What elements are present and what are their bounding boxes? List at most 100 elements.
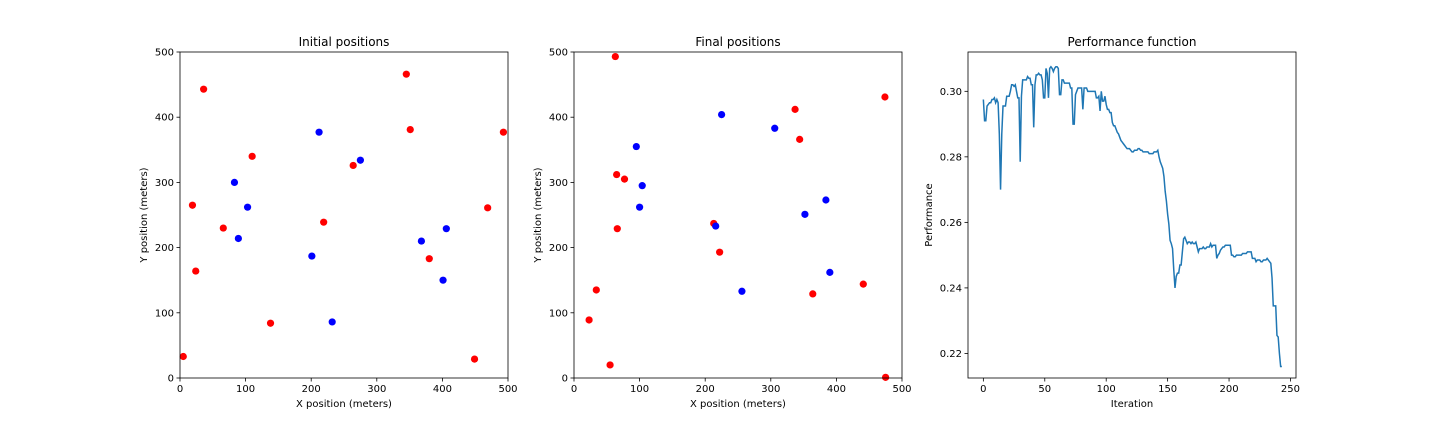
x-tick-label: 200 [696, 384, 715, 395]
x-tick-label: 200 [302, 384, 321, 395]
y-axis-label: Y position (meters) [139, 167, 150, 263]
y-tick-label: 200 [155, 243, 174, 254]
y-tick-label: 200 [549, 243, 568, 254]
chart-1: Initial positions 0 100 200 300 400 500 0 100 200… [139, 35, 518, 410]
x-tick-label: 100 [236, 384, 255, 395]
data-point [266, 319, 275, 327]
x-tick-label: 300 [367, 384, 386, 395]
chart-3: Performance function 0 50 100 150 200 250 0.22 0… [924, 35, 1300, 410]
data-point [243, 203, 252, 211]
chart-title: Final positions [695, 35, 780, 49]
data-point [613, 225, 621, 233]
chart-2: Final positions 0 100 200 300 400 500 0 100 200 30… [533, 35, 912, 410]
data-point [328, 318, 336, 326]
x-axis-label: X position (meters) [296, 399, 392, 410]
data-point [230, 178, 239, 186]
data-point [738, 287, 746, 295]
y-tick-label: 0.28 [940, 152, 962, 163]
y-tick-label: 0.30 [940, 87, 962, 98]
y-axis-label: Y position (meters) [533, 167, 544, 263]
data-point [716, 248, 724, 256]
data-point [632, 142, 640, 151]
data-point [470, 355, 479, 363]
data-point [406, 125, 414, 134]
plot-frame [573, 51, 903, 379]
x-tick-label: 250 [1281, 384, 1300, 395]
x-axis-label: Iteration [1111, 399, 1153, 410]
data-point [822, 196, 830, 204]
plot-frame [967, 51, 1297, 379]
y-tick-label: 300 [155, 178, 174, 189]
data-point [356, 156, 364, 164]
y-tick-label: 100 [549, 308, 568, 319]
data-point [315, 128, 323, 136]
data-point [638, 182, 646, 190]
y-tick-label: 500 [549, 48, 568, 59]
data-point [179, 352, 187, 361]
data-point [308, 252, 316, 260]
chart-title: Initial positions [299, 35, 390, 49]
y-axis-label: Performance [924, 183, 935, 246]
data-point [771, 124, 779, 132]
x-tick-label: 50 [1038, 384, 1051, 395]
data-point [712, 222, 720, 230]
plot-frame [179, 51, 509, 379]
data-point [442, 225, 450, 233]
x-tick-label: 100 [1097, 384, 1116, 395]
data-point [585, 316, 593, 324]
data-point [636, 203, 644, 211]
data-point [484, 204, 492, 212]
y-tick-label: 400 [155, 113, 174, 124]
x-tick-label: 150 [1158, 384, 1177, 395]
y-tick-label: 500 [155, 48, 174, 59]
x-axis-label: X position (meters) [690, 399, 786, 410]
x-tick-label: 0 [571, 384, 577, 395]
x-tick-label: 200 [1220, 384, 1239, 395]
data-point [439, 276, 447, 284]
data-point [188, 201, 197, 209]
x-tick-label: 100 [630, 384, 649, 395]
x-tick-label: 500 [498, 384, 517, 395]
x-tick-label: 400 [433, 384, 452, 395]
data-point [620, 175, 629, 183]
data-point [402, 70, 410, 78]
data-point [192, 267, 200, 275]
x-tick-label: 0 [177, 384, 183, 395]
data-point [200, 85, 208, 93]
data-point [718, 110, 726, 119]
data-point [809, 290, 817, 298]
y-tick-label: 0.24 [940, 283, 962, 294]
data-point [859, 280, 867, 288]
data-point [592, 286, 600, 294]
data-point [219, 224, 227, 232]
data-point [801, 210, 809, 218]
y-tick-label: 0.26 [940, 218, 962, 229]
data-point [613, 170, 621, 179]
data-point [606, 361, 614, 369]
series-line [982, 65, 1282, 368]
x-tick-label: 0 [980, 384, 986, 395]
x-tick-label: 400 [827, 384, 846, 395]
data-point [349, 161, 357, 170]
data-point [234, 234, 242, 243]
data-point [882, 373, 890, 381]
data-point [499, 128, 508, 136]
data-point [881, 93, 889, 101]
x-tick-label: 300 [761, 384, 780, 395]
data-point [826, 268, 834, 276]
x-tick-label: 500 [892, 384, 911, 395]
y-tick-label: 300 [549, 178, 568, 189]
data-point [425, 255, 433, 263]
y-tick-label: 0.22 [940, 349, 962, 360]
y-tick-label: 0 [562, 374, 568, 385]
data-point [248, 152, 256, 160]
chart-title: Performance function [1068, 35, 1197, 49]
data-point [611, 52, 619, 61]
data-point [320, 218, 328, 226]
data-point [417, 237, 426, 245]
y-tick-label: 100 [155, 308, 174, 319]
data-point [796, 135, 804, 143]
